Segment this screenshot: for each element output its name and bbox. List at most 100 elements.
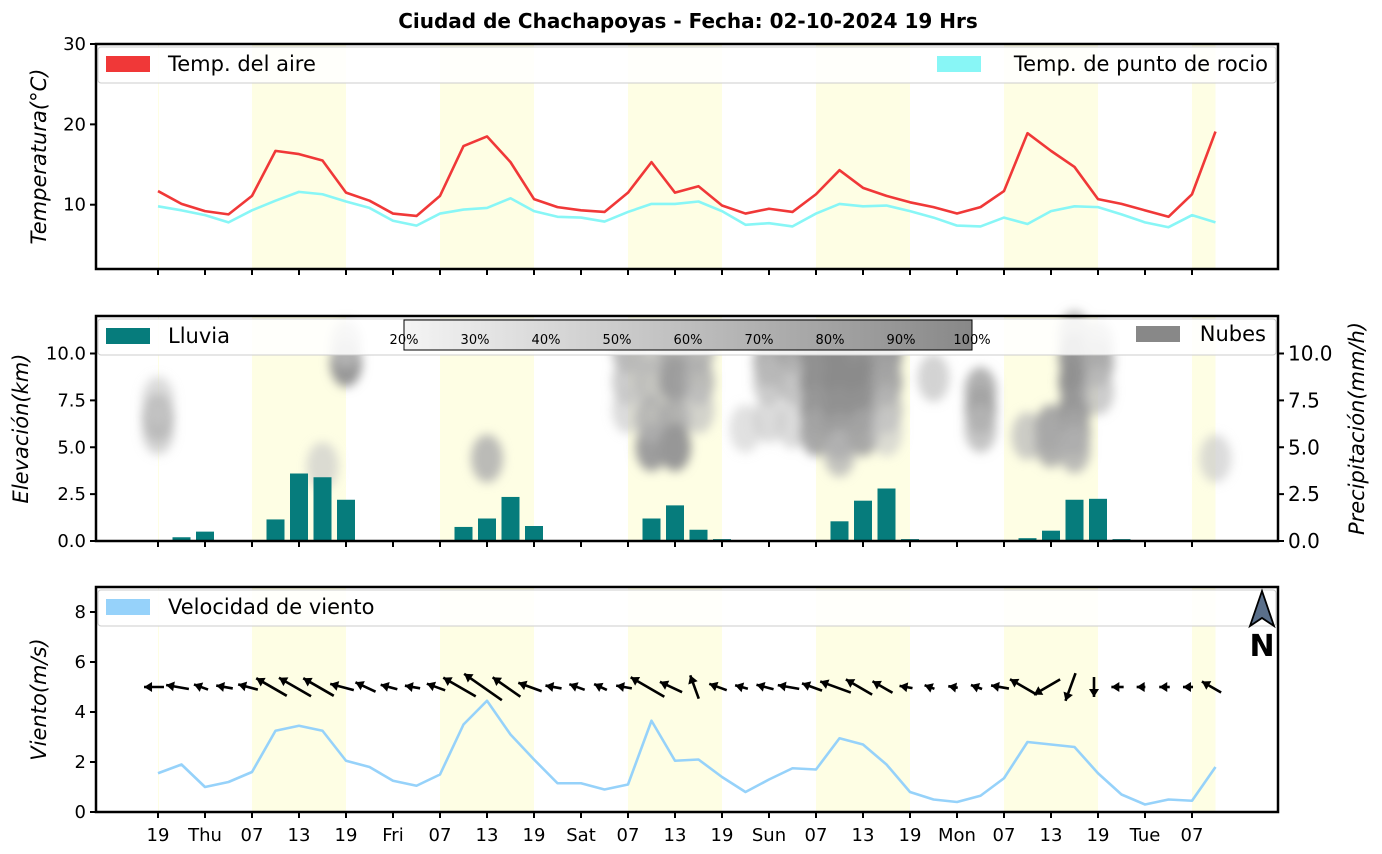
wind-arrow-head	[1182, 682, 1191, 692]
wind-arrow	[1201, 680, 1222, 694]
cloud-cell	[1058, 425, 1091, 474]
wind-arrow-head	[492, 677, 503, 686]
y-tick-label-right: 10.0	[1288, 342, 1333, 366]
x-tick-label: 07	[993, 825, 1016, 846]
x-tick-label: Sun	[752, 825, 786, 846]
wind-arrow-head	[594, 682, 604, 692]
wind-speed-line	[157, 699, 1217, 806]
north-arrow-icon	[1248, 588, 1276, 629]
cloud-cell	[847, 408, 879, 457]
cloud-cell	[659, 423, 691, 472]
x-tick-label: 07	[1181, 825, 1204, 846]
legend-dewpoint: Temp. de punto de rocio	[1013, 52, 1268, 76]
x-tick-label: 07	[429, 825, 452, 846]
wind-arrow-head	[735, 682, 745, 693]
wind-arrow-head	[380, 682, 390, 692]
cloud-cell	[753, 357, 785, 406]
wind-arrow-head	[355, 681, 365, 691]
cloud-cell	[753, 395, 785, 444]
wind-arrow-head	[630, 676, 641, 686]
wind-arrow	[659, 680, 683, 694]
wind-arrow-head	[820, 679, 830, 689]
cloud-colorbar	[403, 319, 973, 351]
x-tick-label: 19	[899, 825, 922, 846]
rain-bar	[172, 537, 191, 541]
daylight-band	[1192, 44, 1216, 269]
wind-arrow	[688, 674, 700, 700]
chart-title: Ciudad de Chachapoyas - Fecha: 02-10-202…	[398, 9, 978, 33]
wind-arrow-head	[518, 680, 528, 691]
legend-wind-speed: Velocidad de viento	[168, 595, 374, 619]
y-tick-label: 30	[63, 34, 86, 55]
wind-arrow-head	[1009, 678, 1020, 688]
wind-arrow	[442, 676, 477, 698]
rain-bar	[266, 519, 285, 541]
cloud-cell	[1082, 367, 1114, 415]
x-tick-label: 13	[476, 825, 499, 846]
legend-dewpoint-swatch	[937, 56, 981, 72]
wind-arrow	[970, 683, 983, 693]
panel-frame	[94, 42, 1280, 271]
x-tick-label: 19	[523, 825, 546, 846]
legend-rain-swatch	[106, 328, 150, 344]
wind-arrow	[568, 682, 586, 692]
cloud-cell	[682, 385, 715, 434]
wind-arrow	[216, 682, 233, 692]
wind-arrow-head	[924, 683, 934, 693]
colorbar-label: 70%	[745, 333, 774, 348]
wind-arrow-head	[426, 681, 437, 692]
legend-wind-speed-swatch	[106, 599, 150, 615]
wind-arrow-head	[1111, 682, 1120, 692]
wind-arrow	[899, 682, 913, 693]
rain-bar	[854, 500, 872, 541]
rain-bar	[501, 496, 520, 541]
wind-arrow	[734, 682, 749, 693]
rain-bar	[1042, 530, 1060, 541]
daylight-band	[1192, 587, 1216, 812]
wind-arrow	[948, 682, 958, 693]
wind-panel: 0 2 4 6 8 Viento(m/s) Velocidad de viento N	[27, 585, 1280, 823]
dewpoint-line	[157, 190, 1216, 229]
x-tick-label: 13	[1040, 825, 1063, 846]
x-tick-label: 07	[241, 825, 264, 846]
cloud-cell	[776, 357, 809, 406]
legend-rain: Lluvia	[168, 324, 230, 348]
wind-arrow-head	[404, 682, 414, 692]
wind-arrow	[708, 681, 728, 692]
y-tick-label: 5.0	[57, 437, 86, 458]
rain-bar	[454, 526, 473, 541]
rain-bar	[478, 518, 496, 541]
cloud-cell	[471, 434, 503, 483]
wind-arrow-head	[216, 682, 225, 692]
air-temp-line	[157, 131, 1217, 219]
wind-arrow	[845, 678, 873, 696]
rain-bar	[877, 488, 896, 541]
wind-arrow	[819, 679, 852, 694]
wind-arrow	[354, 681, 377, 693]
wind-arrow	[491, 676, 522, 698]
wind-arrow-head	[801, 681, 812, 691]
wind-arrow	[756, 681, 774, 692]
y-tick-label: 8	[75, 602, 86, 623]
y-tick-label-right: 7.5	[1288, 388, 1320, 412]
wind-arrow-head	[1136, 682, 1145, 692]
wind-arrow	[593, 682, 608, 692]
wind-arrow	[630, 676, 665, 698]
colorbar-label: 50%	[603, 333, 632, 348]
cloud-cell	[964, 404, 997, 453]
colorbar-label: 40%	[532, 333, 561, 348]
legend-clouds-swatch	[1136, 326, 1180, 342]
wind-arrow-head	[948, 682, 958, 693]
legend-box	[97, 46, 1277, 84]
wind-arrow	[545, 682, 562, 692]
wind-arrow-head	[777, 681, 787, 692]
legend-air-temp-swatch	[106, 56, 150, 72]
y-tick-label: 20	[63, 114, 86, 135]
colorbar-label: 20%	[390, 333, 419, 348]
wind-arrow-head	[193, 682, 204, 692]
rain-bar	[337, 499, 355, 541]
wind-arrow	[404, 682, 421, 692]
y-tick-label-right: 0.0	[1288, 529, 1320, 553]
colorbar-label: 80%	[816, 333, 845, 348]
wind-arrow-head	[256, 677, 266, 687]
